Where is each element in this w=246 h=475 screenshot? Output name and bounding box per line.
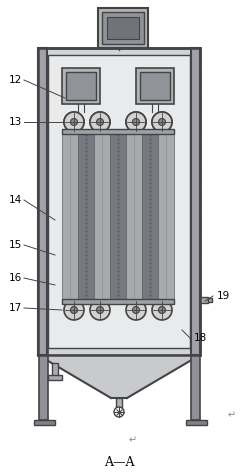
Circle shape	[71, 306, 77, 314]
Circle shape	[126, 300, 146, 320]
Bar	[208, 298, 212, 302]
Bar	[38, 48, 47, 355]
Bar	[136, 68, 174, 104]
Circle shape	[158, 306, 166, 314]
Circle shape	[90, 112, 110, 132]
Circle shape	[126, 112, 146, 132]
Text: 14: 14	[9, 195, 22, 205]
Circle shape	[90, 300, 110, 320]
Bar	[110, 133, 126, 300]
Circle shape	[158, 118, 166, 125]
Bar	[102, 12, 144, 44]
Bar	[142, 133, 158, 300]
Bar	[38, 48, 200, 355]
Text: 16: 16	[9, 273, 22, 283]
Circle shape	[96, 306, 104, 314]
Circle shape	[152, 300, 172, 320]
Text: 12: 12	[9, 75, 22, 85]
Bar	[39, 350, 48, 420]
Text: 18: 18	[194, 333, 207, 343]
Circle shape	[64, 300, 84, 320]
Text: 17: 17	[9, 303, 22, 313]
Bar	[62, 133, 78, 300]
Bar	[126, 133, 142, 300]
Circle shape	[152, 112, 172, 132]
Bar	[158, 133, 174, 300]
Bar	[48, 55, 190, 348]
Bar	[107, 17, 139, 39]
Text: 19: 19	[217, 291, 230, 301]
Circle shape	[64, 112, 84, 132]
Bar	[191, 350, 200, 420]
Circle shape	[96, 118, 104, 125]
Bar	[52, 363, 58, 377]
Text: A—A: A—A	[104, 456, 134, 468]
Bar	[62, 68, 100, 104]
Bar	[140, 72, 170, 100]
Circle shape	[126, 112, 146, 132]
Bar	[94, 133, 110, 300]
Bar	[48, 375, 62, 380]
Bar	[116, 398, 122, 412]
Bar	[186, 420, 207, 425]
Circle shape	[133, 118, 139, 125]
Bar	[62, 299, 174, 304]
Bar	[48, 55, 190, 348]
Bar	[62, 129, 174, 134]
Bar	[38, 48, 200, 355]
Bar	[34, 420, 55, 425]
Text: ↵: ↵	[228, 410, 236, 420]
Text: 15: 15	[9, 240, 22, 250]
Bar	[66, 72, 96, 100]
Circle shape	[133, 306, 139, 314]
Bar	[78, 133, 94, 300]
Circle shape	[114, 407, 124, 417]
Bar	[191, 48, 200, 355]
Bar	[200, 297, 208, 303]
Circle shape	[152, 112, 172, 132]
Text: ↵: ↵	[129, 435, 137, 445]
Circle shape	[64, 112, 84, 132]
Circle shape	[90, 112, 110, 132]
Polygon shape	[38, 355, 200, 398]
Text: 13: 13	[9, 117, 22, 127]
Circle shape	[71, 118, 77, 125]
Bar	[98, 8, 148, 48]
